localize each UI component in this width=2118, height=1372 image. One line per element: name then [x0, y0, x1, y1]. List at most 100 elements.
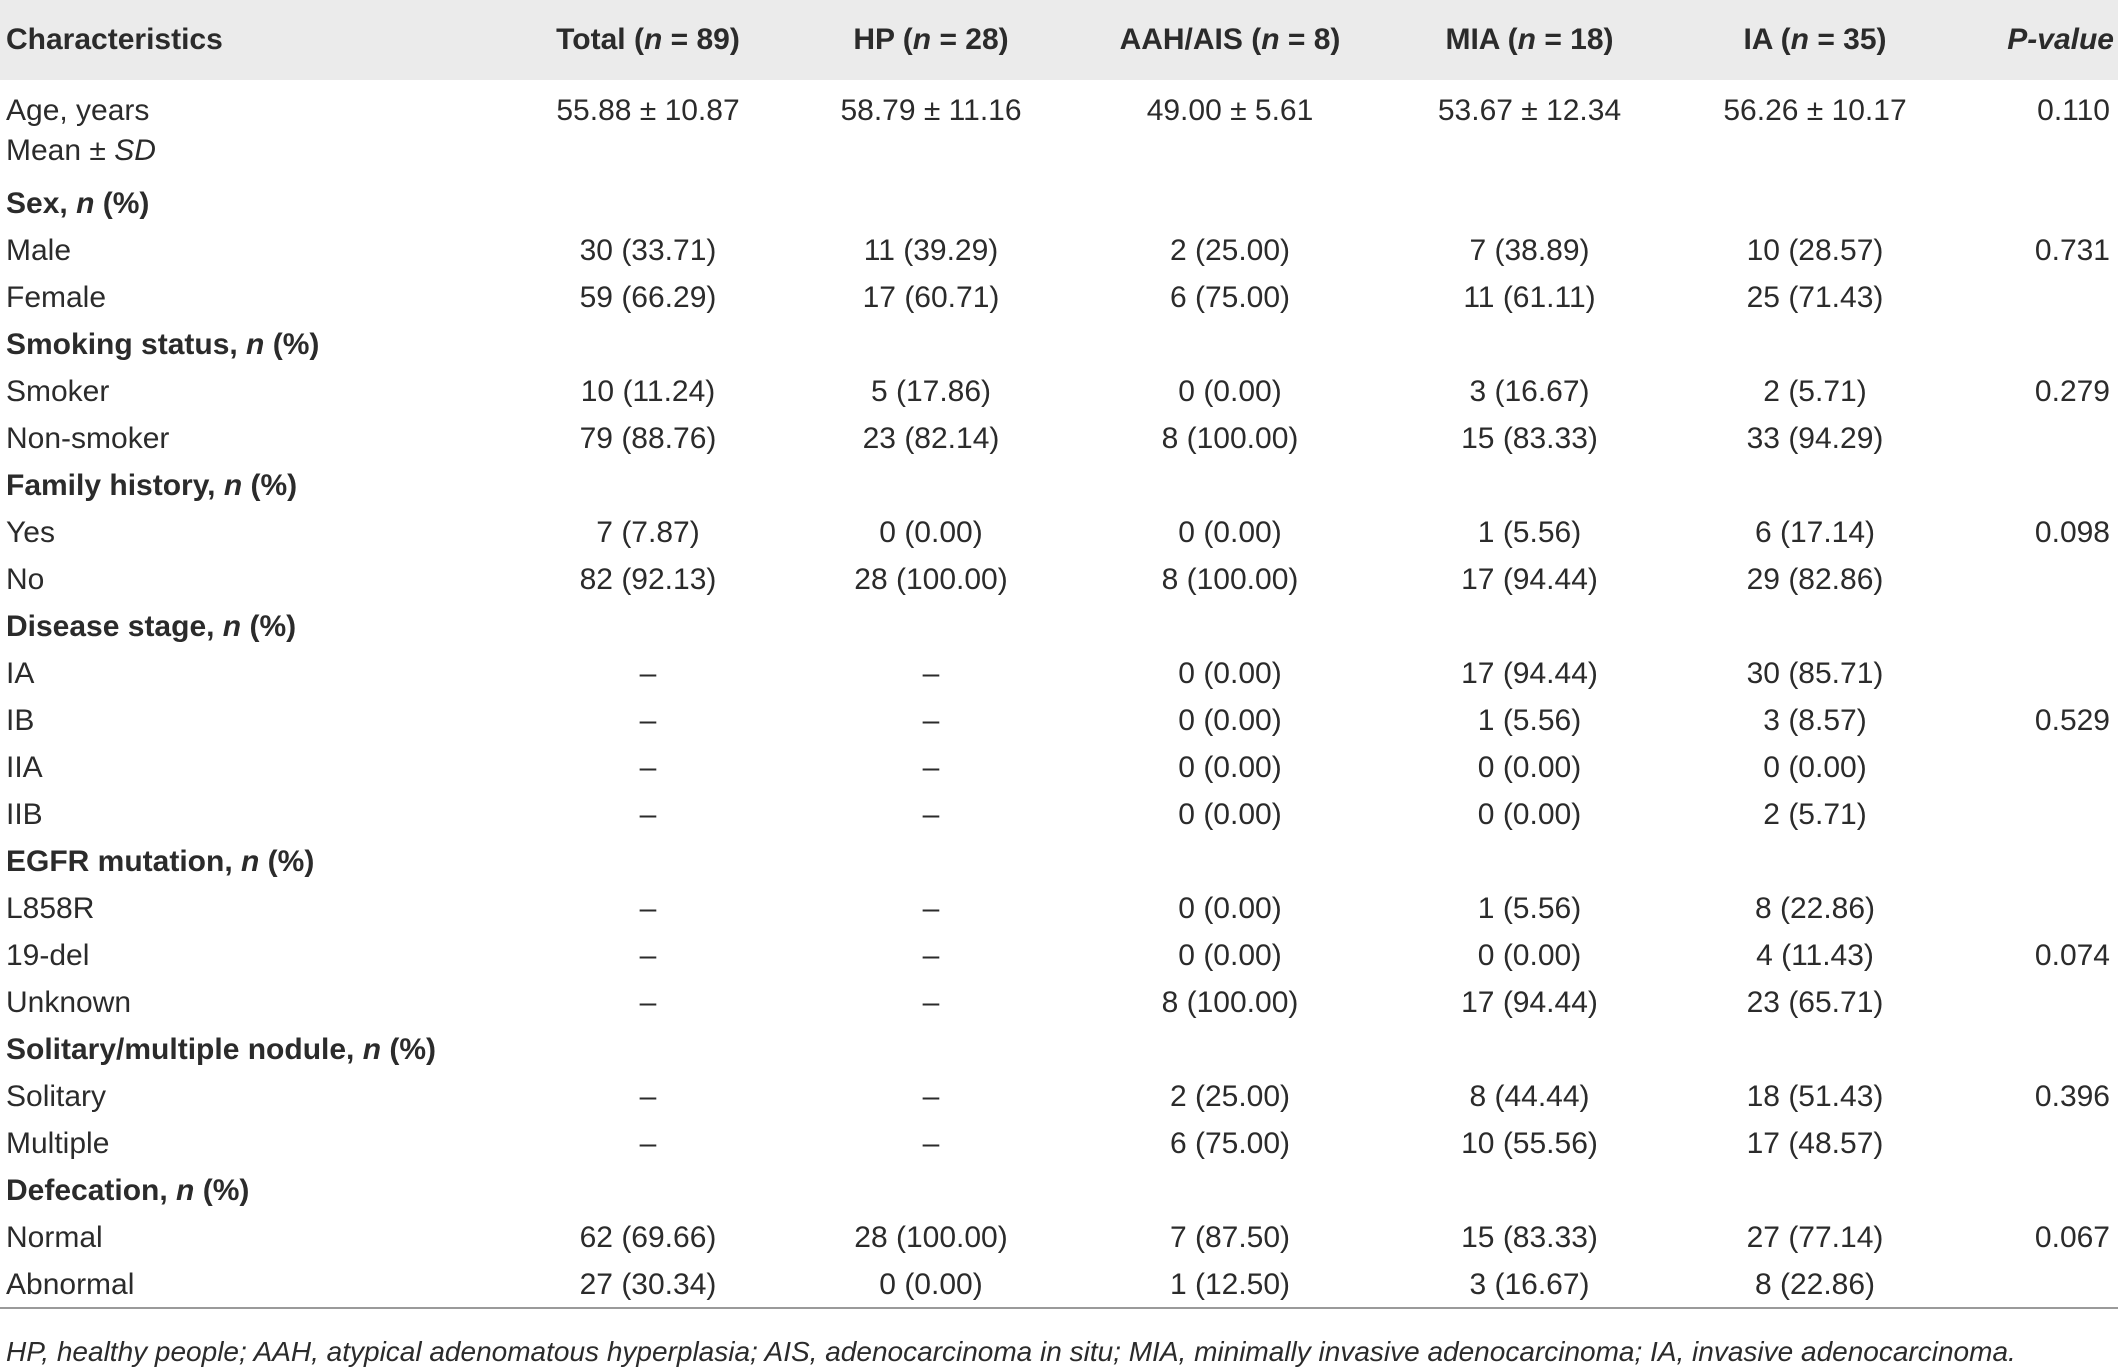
cell-p-value: 0.529 — [2034, 704, 2110, 737]
cell-p-value — [1950, 1261, 2118, 1309]
cell-mia: 0 (0.00) — [1477, 751, 1582, 784]
cell-mia: 17 (94.44) — [1461, 563, 1598, 596]
table-row: Abnormal 27 (30.34) 0 (0.00) 1 (12.50) 3 (16… — [0, 1261, 2118, 1309]
cell-hp: – — [922, 986, 940, 1019]
cell-total: 55.88 ± 10.87 — [556, 94, 740, 127]
section-heading: Disease stage, n (%) — [6, 610, 297, 643]
cell-aah-ais: 8 (100.00) — [1161, 422, 1299, 455]
cell-ia: 0 (0.00) — [1763, 751, 1867, 784]
cell-hp: 23 (82.14) — [862, 422, 1000, 455]
cell-aah-ais: 2 (25.00) — [1169, 234, 1291, 267]
row-label: 19-del — [6, 939, 90, 972]
row-label: Abnormal — [0, 1261, 515, 1309]
cell-aah-ais: 2 (25.00) — [1169, 1080, 1291, 1113]
row-label: Female — [6, 281, 107, 314]
cell-mia: 1 (5.56) — [1477, 892, 1582, 925]
header-p-value: P-value — [2007, 23, 2114, 56]
cell-aah-ais: 0 (0.00) — [1178, 798, 1282, 831]
cell-mia: 15 (83.33) — [1461, 1221, 1598, 1254]
cell-total: – — [639, 657, 657, 690]
cell-aah-ais: 8 (100.00) — [1161, 986, 1299, 1019]
row-label: Solitary — [6, 1080, 107, 1113]
cell-p-value: 0.279 — [2034, 375, 2110, 408]
header-hp: HP (n = 28) — [853, 23, 1009, 56]
characteristics-table: Characteristics Total (n = 89) HP (n = 2… — [0, 0, 2118, 1309]
cell-mia: 17 (94.44) — [1461, 986, 1598, 1019]
cell-hp: – — [922, 704, 940, 737]
row-label: Smoker — [6, 375, 110, 408]
cell-ia: 33 (94.29) — [1746, 422, 1884, 455]
cell-hp: 58.79 ± 11.16 — [840, 94, 1022, 127]
cell-ia: 30 (85.71) — [1746, 657, 1884, 690]
cell-ia: 8 (22.86) — [1754, 892, 1876, 925]
cell-hp: 0 (0.00) — [879, 516, 983, 549]
section-heading: Smoking status, n (%) — [6, 328, 320, 361]
row-label: IA — [6, 657, 35, 690]
cell-p-value — [1950, 1120, 2118, 1167]
cell-total: – — [639, 1127, 657, 1160]
table-row: IIB – – 0 (0.00) 0 (0.00) 2 (5.71) — [0, 791, 2118, 838]
cell-total: 10 (11.24) — [580, 375, 716, 408]
cell-hp: – — [922, 892, 940, 925]
cell-p-value: 0.731 — [2034, 234, 2110, 267]
section-row: Defecation, n (%) — [0, 1167, 2118, 1214]
row-label: Unknown — [6, 986, 132, 1019]
table-row: Non-smoker 79 (88.76) 23 (82.14) 8 (100.00)… — [0, 415, 2118, 462]
cell-aah-ais: 49.00 ± 5.61 — [1146, 94, 1314, 127]
cell-hp: – — [922, 1080, 940, 1113]
header-total: Total (n = 89) — [556, 23, 740, 56]
table-row: Normal 62 (69.66) 28 (100.00) 7 (87.50) 15 (… — [0, 1214, 2118, 1261]
table-row-age: Age, years Mean ± SD 55.88 ± 10.87 58.79… — [0, 80, 2118, 180]
section-heading: Solitary/multiple nodule, n (%) — [6, 1033, 437, 1066]
cell-p-value — [1950, 744, 2118, 791]
cell-mia: 3 (16.67) — [1379, 1261, 1680, 1309]
row-label: IB — [6, 704, 35, 737]
cell-hp: 11 (39.29) — [863, 234, 999, 267]
cell-p-value — [1950, 274, 2118, 321]
table-row: 19-del – – 0 (0.00) 0 (0.00) 4 (11.43) 0.074 — [0, 932, 2118, 979]
cell-mia: 11 (61.11) — [1463, 281, 1596, 314]
table-row: Yes 7 (7.87) 0 (0.00) 0 (0.00) 1 (5.56) 6 (17… — [0, 509, 2118, 556]
cell-mia: 10 (55.56) — [1461, 1127, 1598, 1160]
row-label: Non-smoker — [6, 422, 170, 455]
cell-total: – — [639, 1080, 657, 1113]
cell-ia: 23 (65.71) — [1746, 986, 1884, 1019]
cell-aah-ais: 0 (0.00) — [1178, 375, 1282, 408]
table-body: Age, years Mean ± SD 55.88 ± 10.87 58.79… — [0, 80, 2118, 1309]
cell-hp: 17 (60.71) — [862, 281, 1000, 314]
header-ia: IA (n = 35) — [1743, 23, 1887, 56]
cell-mia: 0 (0.00) — [1477, 798, 1582, 831]
cell-total: – — [639, 986, 657, 1019]
cell-mia: 17 (94.44) — [1461, 657, 1598, 690]
cell-aah-ais: 0 (0.00) — [1178, 751, 1282, 784]
cell-mia: 15 (83.33) — [1461, 422, 1598, 455]
table-row: Solitary – – 2 (25.00) 8 (44.44) 18 (51.43) 0.… — [0, 1073, 2118, 1120]
row-label: No — [6, 563, 45, 596]
cell-aah-ais: 8 (100.00) — [1161, 563, 1299, 596]
cell-hp: 28 (100.00) — [854, 563, 1008, 596]
row-label: Age, years Mean ± SD — [6, 94, 156, 167]
cell-hp: 0 (0.00) — [781, 1261, 1081, 1309]
section-row: Smoking status, n (%) — [0, 321, 2118, 368]
cell-ia: 17 (48.57) — [1746, 1127, 1884, 1160]
table-row: L858R – – 0 (0.00) 1 (5.56) 8 (22.86) — [0, 885, 2118, 932]
cell-total: – — [639, 704, 657, 737]
section-row: EGFR mutation, n (%) — [0, 838, 2118, 885]
table-row: Female 59 (66.29) 17 (60.71) 6 (75.00) 11 (6… — [0, 274, 2118, 321]
table-header-row: Characteristics Total (n = 89) HP (n = 2… — [0, 0, 2118, 80]
cell-total: 30 (33.71) — [579, 234, 717, 267]
cell-total: 82 (92.13) — [579, 563, 717, 596]
section-row: Family history, n (%) — [0, 462, 2118, 509]
header-mia: MIA (n = 18) — [1445, 23, 1614, 56]
cell-aah-ais: 0 (0.00) — [1178, 892, 1282, 925]
cell-hp: 28 (100.00) — [854, 1221, 1008, 1254]
table-row: Unknown – – 8 (100.00) 17 (94.44) 23 (65.71) — [0, 979, 2118, 1026]
section-heading: Family history, n (%) — [6, 469, 298, 502]
cell-total: 79 (88.76) — [579, 422, 717, 455]
cell-ia: 3 (8.57) — [1763, 704, 1867, 737]
cell-hp: – — [922, 798, 940, 831]
cell-hp: 5 (17.86) — [870, 375, 992, 408]
cell-p-value: 0.110 — [2037, 94, 2110, 127]
cell-ia: 10 (28.57) — [1746, 234, 1884, 267]
